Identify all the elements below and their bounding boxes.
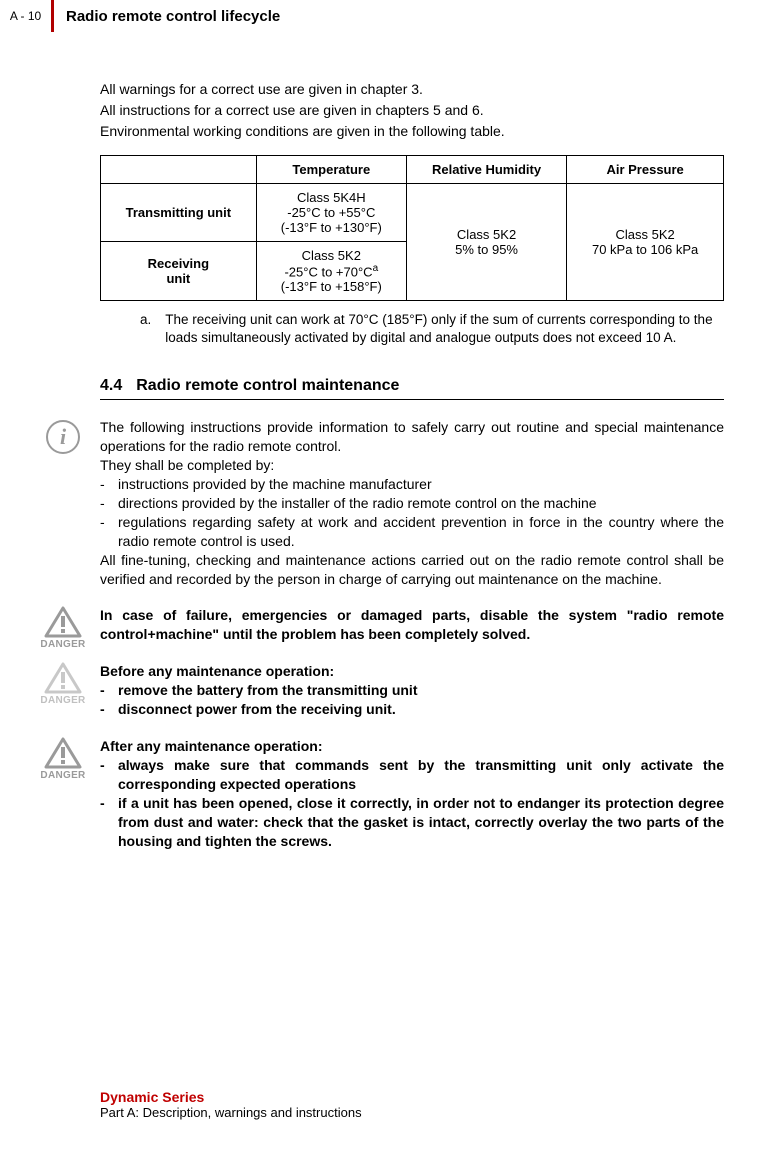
page-title: Radio remote control lifecycle — [54, 0, 280, 32]
cell-line: (-13°F to +130°F) — [281, 220, 382, 235]
danger-label: DANGER — [40, 639, 86, 650]
list-item: remove the battery from the transmitting… — [118, 681, 724, 700]
info-icon: i — [46, 420, 80, 454]
section-title: Radio remote control maintenance — [136, 377, 399, 395]
cell-line: Class 5K2 — [302, 248, 361, 263]
page-footer: Dynamic Series Part A: Description, warn… — [100, 1089, 362, 1120]
page-header: A - 10 Radio remote control lifecycle — [0, 0, 764, 32]
conditions-table: Temperature Relative Humidity Air Pressu… — [100, 155, 724, 301]
cell-line: 70 kPa to 106 kPa — [592, 242, 698, 257]
danger-block: DANGER Before any maintenance operation:… — [100, 662, 724, 719]
intro-line: All warnings for a correct use are given… — [100, 80, 724, 99]
warning-icon — [40, 606, 86, 638]
list-item: instructions provided by the machine man… — [118, 475, 724, 494]
table-rowhead-receiving: Receiving unit — [101, 241, 257, 300]
intro-line: Environmental working conditions are giv… — [100, 122, 724, 141]
list-item: disconnect power from the receiving unit… — [118, 700, 724, 719]
cell-line: Class 5K2 — [615, 227, 674, 242]
paragraph: In case of failure, emergencies or damag… — [100, 606, 724, 644]
danger-block: DANGER After any maintenance operation: … — [100, 737, 724, 850]
table-cell: Class 5K4H -25°C to +55°C (-13°F to +130… — [256, 183, 406, 241]
footer-series: Dynamic Series — [100, 1089, 362, 1105]
paragraph: After any maintenance operation: — [100, 737, 724, 756]
paragraph: They shall be completed by: — [100, 456, 724, 475]
danger-label: DANGER — [40, 770, 86, 781]
footnote-mark: a. — [140, 311, 151, 347]
table-header-blank — [101, 155, 257, 183]
table-header-temperature: Temperature — [256, 155, 406, 183]
warning-icon — [40, 662, 86, 694]
list-item: always make sure that commands sent by t… — [118, 756, 724, 794]
footnote-marker: a — [373, 263, 379, 274]
table-header-pressure: Air Pressure — [567, 155, 724, 183]
list-item: directions provided by the installer of … — [118, 494, 724, 513]
warning-icon — [40, 737, 86, 769]
cell-line: Class 5K2 — [457, 227, 516, 242]
section-number: 4.4 — [100, 377, 122, 395]
page-number: A - 10 — [0, 0, 54, 32]
table-rowhead-transmitting: Transmitting unit — [101, 183, 257, 241]
paragraph: The following instructions provide infor… — [100, 418, 724, 456]
paragraph: Before any maintenance operation: — [100, 662, 724, 681]
paragraph: All fine-tuning, checking and maintenanc… — [100, 551, 724, 589]
list-item: if a unit has been opened, close it corr… — [118, 794, 724, 851]
cell-line: unit — [166, 271, 190, 286]
list-item: regulations regarding safety at work and… — [118, 513, 724, 551]
cell-line: Class 5K4H — [297, 190, 366, 205]
info-block: i The following instructions provide inf… — [100, 418, 724, 588]
danger-block: DANGER In case of failure, emergencies o… — [100, 606, 724, 650]
intro-text: All warnings for a correct use are given… — [100, 80, 724, 141]
cell-line: -25°C to +55°C — [287, 205, 375, 220]
footer-part: Part A: Description, warnings and instru… — [100, 1105, 362, 1120]
cell-line: (-13°F to +158°F) — [281, 279, 382, 294]
table-cell: Class 5K2 5% to 95% — [406, 183, 566, 300]
intro-line: All instructions for a correct use are g… — [100, 101, 724, 120]
table-cell: Class 5K2 70 kPa to 106 kPa — [567, 183, 724, 300]
cell-line: -25°C to +70°C — [284, 264, 372, 279]
section-heading: 4.4 Radio remote control maintenance — [100, 377, 724, 400]
cell-line: Receiving — [148, 256, 209, 271]
cell-line: 5% to 95% — [455, 242, 518, 257]
table-footnote: a. The receiving unit can work at 70°C (… — [140, 311, 724, 347]
footnote-text: The receiving unit can work at 70°C (185… — [165, 311, 714, 347]
table-cell: Class 5K2 -25°C to +70°Ca (-13°F to +158… — [256, 241, 406, 300]
danger-label: DANGER — [40, 695, 86, 706]
table-header-humidity: Relative Humidity — [406, 155, 566, 183]
